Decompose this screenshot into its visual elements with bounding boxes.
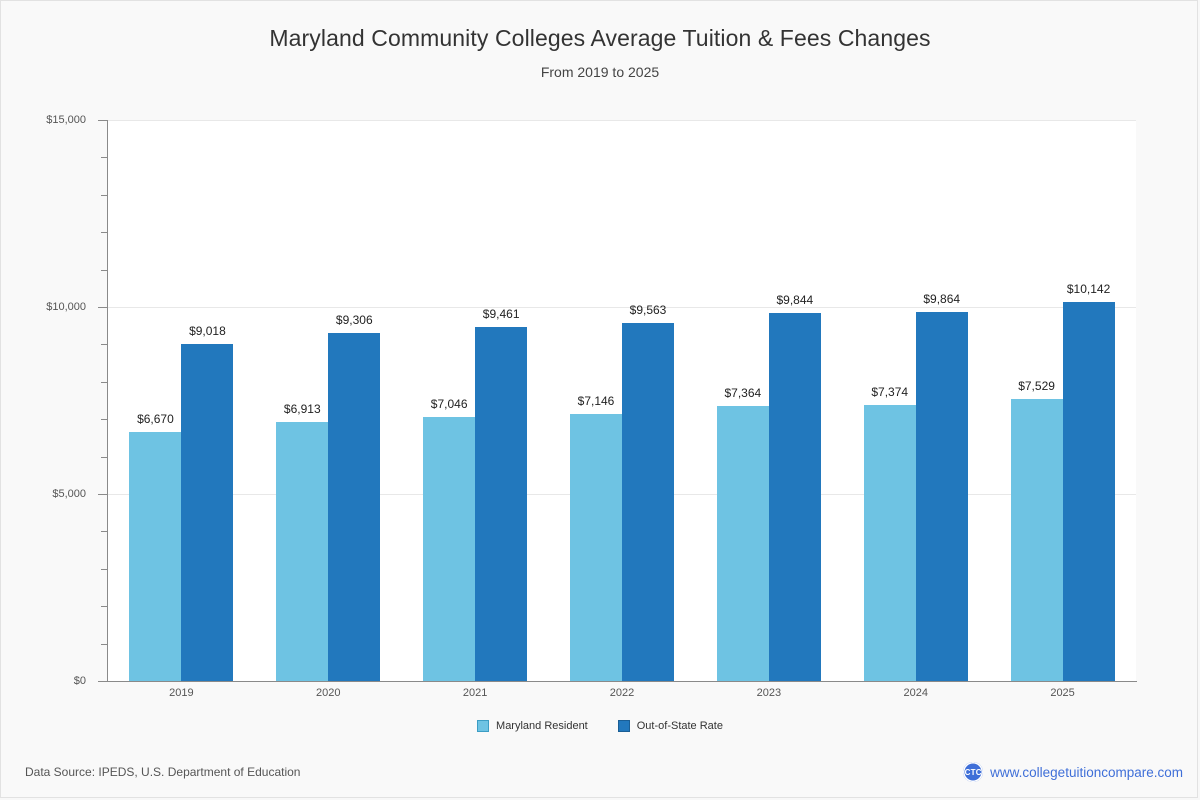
x-tick-label: 2022 bbox=[609, 687, 635, 699]
bar-value-label: $6,913 bbox=[283, 402, 321, 417]
bar-value-label: $7,374 bbox=[871, 385, 909, 400]
bar[interactable] bbox=[716, 405, 769, 681]
gridline bbox=[108, 307, 1136, 308]
bar[interactable] bbox=[915, 312, 968, 681]
bar-value-label: $9,461 bbox=[482, 307, 520, 322]
legend-swatch-icon bbox=[617, 720, 630, 732]
x-tick-label: 2025 bbox=[1050, 687, 1075, 699]
y-tick-label: $5,000 bbox=[52, 488, 86, 500]
bar[interactable] bbox=[475, 327, 528, 681]
y-tick-mark-minor bbox=[101, 232, 107, 234]
chart-legend: Maryland Resident Out-of-State Rate bbox=[1, 720, 1199, 732]
bar-value-label: $10,142 bbox=[1066, 281, 1111, 296]
y-tick-mark bbox=[98, 307, 107, 308]
y-tick-mark bbox=[98, 494, 107, 495]
y-tick-mark-minor bbox=[101, 456, 107, 458]
y-tick-mark-minor bbox=[101, 344, 107, 346]
bar-value-label: $9,306 bbox=[335, 312, 373, 327]
y-tick-mark bbox=[98, 120, 107, 121]
bar[interactable] bbox=[622, 323, 674, 681]
bar[interactable] bbox=[276, 422, 329, 681]
y-tick-label: $10,000 bbox=[46, 301, 86, 313]
y-tick-mark-minor bbox=[101, 531, 107, 533]
legend-entry[interactable]: Out-of-State Rate bbox=[617, 720, 723, 732]
bar[interactable] bbox=[570, 413, 622, 681]
y-tick-mark-minor bbox=[101, 269, 107, 271]
brand-link[interactable]: CTC www.collegetuitioncompare.com bbox=[963, 762, 1183, 782]
bar-value-label: $9,864 bbox=[923, 292, 961, 307]
x-axis-line bbox=[107, 681, 1137, 682]
bar-value-label: $9,844 bbox=[776, 292, 814, 307]
y-tick-label: $15,000 bbox=[46, 114, 86, 126]
y-tick-mark-minor bbox=[101, 194, 107, 196]
legend-label: Maryland Resident bbox=[496, 720, 588, 732]
y-tick-mark-minor bbox=[101, 157, 107, 159]
y-tick-mark-minor bbox=[101, 643, 107, 645]
bar[interactable] bbox=[1010, 399, 1063, 681]
bar[interactable] bbox=[181, 343, 234, 681]
brand-url-text[interactable]: www.collegetuitioncompare.com bbox=[990, 764, 1183, 780]
bar[interactable] bbox=[863, 405, 916, 681]
y-tick-mark-minor bbox=[101, 419, 107, 421]
legend-swatch-icon bbox=[477, 720, 490, 732]
bar[interactable] bbox=[768, 312, 821, 681]
chart-title: Maryland Community Colleges Average Tuit… bbox=[269, 25, 931, 51]
legend-entry[interactable]: Maryland Resident bbox=[477, 720, 588, 732]
chart-subtitle: From 2019 to 2025 bbox=[540, 64, 660, 80]
legend-label: Out-of-State Rate bbox=[636, 720, 723, 732]
y-axis-line bbox=[107, 120, 108, 682]
x-tick-label: 2020 bbox=[316, 687, 341, 699]
bar-value-label: $6,670 bbox=[137, 411, 174, 426]
y-tick-mark bbox=[98, 681, 107, 682]
bar-value-label: $9,563 bbox=[629, 303, 667, 318]
gridline bbox=[108, 120, 1136, 121]
y-tick-mark-minor bbox=[101, 381, 107, 383]
bar-value-label: $7,046 bbox=[430, 397, 468, 412]
x-tick-label: 2024 bbox=[903, 687, 928, 699]
x-tick-label: 2019 bbox=[169, 687, 194, 699]
bar-value-label: $7,146 bbox=[577, 393, 615, 408]
y-tick-label: $0 bbox=[73, 675, 86, 687]
x-tick-label: 2021 bbox=[462, 687, 488, 699]
bar[interactable] bbox=[328, 332, 381, 681]
y-tick-mark-minor bbox=[101, 606, 107, 608]
x-tick-label: 2023 bbox=[756, 687, 782, 699]
bar[interactable] bbox=[423, 417, 476, 681]
bar-value-label: $9,018 bbox=[189, 323, 226, 338]
ctc-logo-icon: CTC bbox=[963, 762, 984, 782]
bar[interactable] bbox=[129, 431, 182, 681]
data-source-text: Data Source: IPEDS, U.S. Department of E… bbox=[25, 765, 301, 779]
bar-value-label: $7,529 bbox=[1018, 379, 1055, 394]
bar-value-label: $7,364 bbox=[724, 385, 762, 400]
bar[interactable] bbox=[1062, 301, 1115, 681]
y-tick-mark-minor bbox=[101, 568, 107, 570]
